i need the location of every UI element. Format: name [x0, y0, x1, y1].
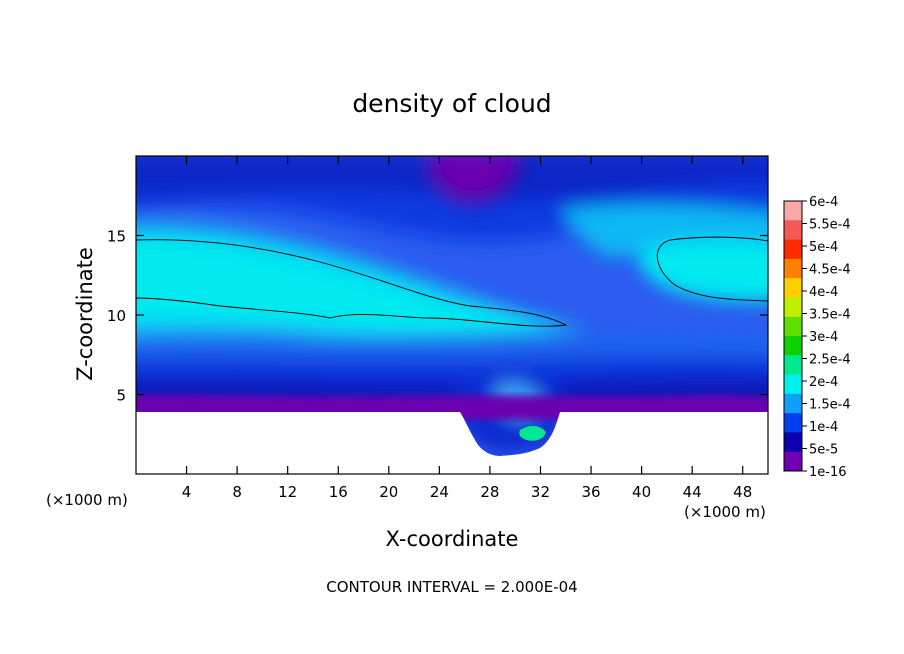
- density-field: [136, 156, 768, 474]
- colorbar-label: 4.5e-4: [809, 263, 851, 278]
- chart-title: density of cloud: [352, 89, 551, 118]
- contour-interval-footer: CONTOUR INTERVAL = 2.000E-04: [326, 578, 577, 596]
- x-tick-label: 44: [683, 483, 702, 501]
- colorbar-swatch: [784, 355, 802, 376]
- x-axis: 4 8 12 16 20 24 28 32 36 40 44 48: [182, 156, 752, 501]
- x-tick-label: 24: [430, 483, 449, 501]
- colorbar-swatch: [784, 393, 802, 414]
- colorbar-label: 4e-4: [809, 285, 838, 300]
- colorbar-swatch: [784, 336, 802, 356]
- y-axis-label: Z-coordinate: [73, 247, 97, 381]
- colorbar-label: 6e-4: [809, 195, 838, 210]
- colorbar-swatch: [784, 413, 802, 433]
- y-tick-label: 10: [107, 307, 126, 325]
- colorbar-label: 1.5e-4: [809, 398, 851, 413]
- y-axis: 5 10 15: [107, 228, 768, 405]
- x-tick-label: 8: [232, 483, 242, 501]
- colorbar-label: 1e-16: [809, 465, 847, 480]
- y-tick-label: 5: [116, 387, 126, 405]
- x-tick-label: 40: [632, 483, 651, 501]
- x-unit-label-left: (×1000 m): [46, 491, 128, 509]
- colorbar-swatch: [784, 201, 802, 221]
- x-tick-label: 28: [480, 483, 499, 501]
- colorbar-swatch: [784, 220, 802, 241]
- colorbar-label: 3e-4: [809, 330, 838, 345]
- colorbar-swatch: [784, 316, 802, 337]
- colorbar-swatch: [784, 451, 802, 472]
- colorbar-swatch: [784, 432, 802, 453]
- x-axis-label: X-coordinate: [386, 527, 519, 551]
- x-tick-label: 32: [531, 483, 550, 501]
- colorbar-label: 3.5e-4: [809, 308, 851, 323]
- colorbar-swatch: [784, 297, 802, 318]
- colorbar-label: 2e-4: [809, 375, 838, 390]
- colorbar-label: 5e-5: [809, 443, 838, 458]
- x-tick-label: 36: [581, 483, 600, 501]
- colorbar-label: 2.5e-4: [809, 353, 851, 368]
- x-tick-label: 4: [182, 483, 192, 501]
- colorbar-label: 5e-4: [809, 240, 838, 255]
- x-tick-label: 16: [329, 483, 348, 501]
- y-tick-label: 15: [107, 228, 126, 246]
- colorbar-label: 5.5e-4: [809, 218, 851, 233]
- colorbar-swatch: [784, 258, 802, 279]
- colorbar-label: 1e-4: [809, 420, 838, 435]
- colorbar: 6e-4 5.5e-4 5e-4 4.5e-4 4e-4 3.5e-4 3e-4 2.5e-4…: [783, 195, 851, 480]
- x-unit-label-right: (×1000 m): [684, 503, 766, 521]
- x-tick-label: 48: [733, 483, 752, 501]
- x-tick-label: 20: [379, 483, 398, 501]
- colorbar-swatch: [784, 239, 802, 260]
- colorbar-swatch: [784, 278, 802, 298]
- x-tick-label: 12: [278, 483, 297, 501]
- colorbar-swatch: [784, 374, 802, 395]
